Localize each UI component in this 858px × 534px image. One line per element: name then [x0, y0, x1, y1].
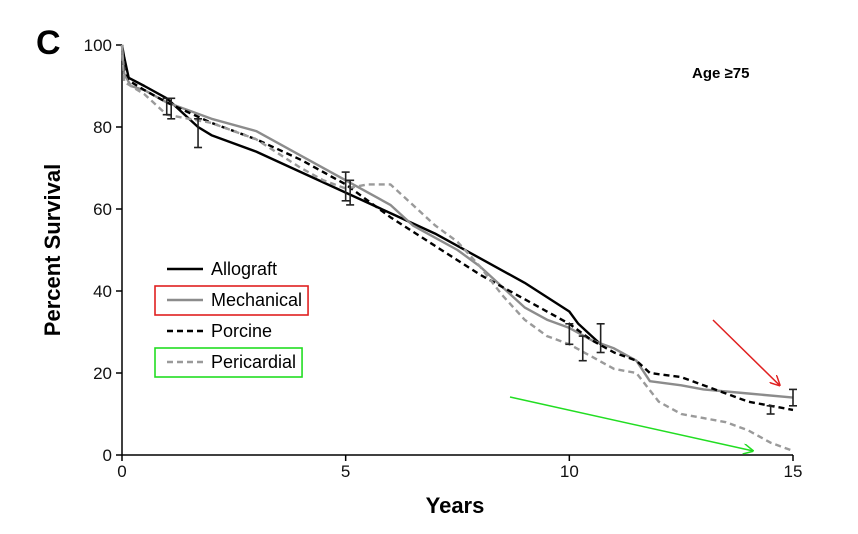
legend-item-allograft: Allograft	[167, 259, 277, 279]
x-tick-label: 10	[560, 462, 579, 481]
x-tick-label: 5	[341, 462, 350, 481]
legend-label: Allograft	[211, 259, 277, 279]
x-axis-title: Years	[426, 493, 485, 518]
y-tick-label: 100	[84, 36, 112, 55]
x-tick-label: 0	[117, 462, 126, 481]
error-bar-mechanical	[789, 388, 797, 407]
panel-letter: C	[36, 24, 61, 62]
highlight-box-mechanical	[154, 285, 309, 316]
series-line-porcine	[120, 44, 794, 412]
error-bar-porcine	[565, 322, 574, 346]
series-line-pericardial	[120, 44, 794, 453]
legend-label: Pericardial	[211, 352, 296, 372]
legend-item-porcine: Porcine	[167, 321, 272, 341]
age-annotation: Age ≥75	[692, 65, 749, 82]
legend-item-pericardial: Pericardial	[154, 347, 303, 378]
annotation-arrows	[509, 319, 780, 451]
series-layer	[120, 44, 794, 453]
series-line-allograft	[120, 44, 602, 346]
y-tick-label: 80	[93, 118, 112, 137]
legend-label: Mechanical	[211, 290, 302, 310]
error-bar-mechanical	[341, 171, 350, 202]
y-tick-label: 0	[103, 446, 112, 465]
y-tick-label: 40	[93, 282, 112, 301]
series-line-mechanical	[120, 44, 794, 399]
error-bar-pericardial	[578, 335, 587, 362]
x-tick-label: 15	[784, 462, 803, 481]
y-tick-label: 60	[93, 200, 112, 219]
arrow-pericardial	[509, 396, 753, 451]
legend-label: Porcine	[211, 321, 272, 341]
error-bar-porcine	[766, 404, 775, 415]
error-bar-allograft	[194, 118, 203, 149]
y-tick-label: 20	[93, 364, 112, 383]
error-bar-pericardial	[346, 179, 355, 206]
highlight-box-pericardial	[154, 347, 303, 378]
axes: 0 5 10 15 0 20 40 60 80 100	[84, 36, 803, 481]
errorbar-layer	[162, 97, 797, 415]
error-bar-porcine	[162, 97, 171, 116]
legend-item-mechanical: Mechanical	[154, 285, 309, 316]
y-axis-title: Percent Survival	[40, 164, 65, 336]
legend: Allograft Mechanical Porcine Pericardial	[154, 259, 309, 378]
arrow-mechanical	[712, 319, 780, 385]
error-bar-allograft	[596, 322, 605, 354]
